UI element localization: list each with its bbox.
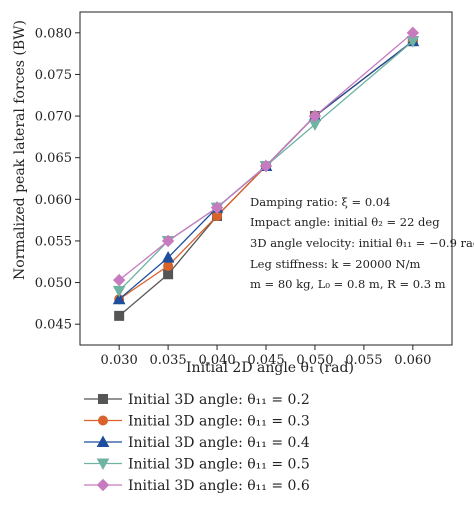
- legend-item: Initial 3D angle: θ₁₁ = 0.3: [84, 414, 310, 430]
- annotation-leg-stiffness: Leg stiffness: k = 20000 N/m: [250, 257, 420, 271]
- x-tick-label: 0.045: [247, 353, 284, 368]
- legend-item: Initial 3D angle: θ₁₁ = 0.2: [84, 392, 310, 408]
- legend-marker: [96, 435, 110, 447]
- y-axis: 0.045 0.050 0.055 0.060 0.065 0.070 0.075 0.080: [35, 26, 80, 333]
- plot-frame: [79, 11, 453, 346]
- x-tick-label: 0.060: [394, 353, 431, 368]
- x-axis-title: Initial 2D angle θ₁ (rad): [186, 360, 354, 376]
- data-point: [161, 234, 175, 248]
- y-tick-label: 0.070: [35, 110, 72, 125]
- legend: Initial 3D angle: θ₁₁ = 0.2 Initial 3D an…: [84, 392, 310, 494]
- legend-item: Initial 3D angle: θ₁₁ = 0.5: [84, 457, 310, 473]
- data-point: [308, 109, 322, 123]
- y-tick-label: 0.065: [35, 151, 72, 166]
- series-group: [112, 26, 420, 321]
- y-tick-label: 0.050: [35, 276, 72, 291]
- legend-label: Initial 3D angle: θ₁₁ = 0.6: [128, 478, 310, 494]
- legend-label: Initial 3D angle: θ₁₁ = 0.2: [128, 392, 310, 408]
- y-tick-label: 0.080: [35, 26, 72, 41]
- data-point: [114, 310, 125, 321]
- legend-label: Initial 3D angle: θ₁₁ = 0.4: [128, 435, 310, 451]
- data-point: [163, 260, 174, 271]
- legend-marker: [96, 478, 110, 492]
- data-point: [259, 159, 273, 173]
- data-point: [161, 251, 175, 263]
- y-tick-label: 0.055: [35, 234, 72, 249]
- x-tick-label: 0.040: [198, 353, 235, 368]
- x-tick-label: 0.030: [101, 353, 138, 368]
- annotation-mass-length: m = 80 kg, L₀ = 0.8 m, R = 0.3 m: [250, 277, 446, 291]
- legend-marker: [98, 394, 108, 404]
- data-point: [112, 285, 126, 298]
- legend-label: Initial 3D angle: θ₁₁ = 0.3: [128, 414, 310, 430]
- data-point: [163, 269, 174, 280]
- y-tick-label: 0.075: [35, 68, 72, 83]
- x-tick-label: 0.035: [149, 353, 186, 368]
- annotation-block: Damping ratio: ξ = 0.04 Impact angle: in…: [250, 195, 474, 291]
- annotation-impact-angle: Impact angle: initial θ₂ = 22 deg: [250, 215, 440, 229]
- legend-item: Initial 3D angle: θ₁₁ = 0.6: [84, 478, 310, 494]
- y-tick-label: 0.060: [35, 193, 72, 208]
- legend-marker: [98, 415, 108, 426]
- series-5: [112, 26, 420, 287]
- data-point: [112, 273, 126, 287]
- x-tick-label: 0.050: [296, 353, 333, 368]
- legend-label: Initial 3D angle: θ₁₁ = 0.5: [128, 457, 310, 473]
- annotation-angle-velocity: 3D angle velocity: initial θ̇₁₁ = −0.9 r…: [250, 236, 474, 250]
- y-tick-label: 0.045: [35, 318, 72, 333]
- data-point: [406, 26, 420, 40]
- plot-border: [79, 11, 453, 346]
- legend-item: Initial 3D angle: θ₁₁ = 0.4: [84, 435, 310, 451]
- x-axis: 0.030 0.035 0.040 0.045 0.050 0.055 0.060: [101, 345, 431, 368]
- series-line: [118, 32, 414, 281]
- x-tick-label: 0.055: [345, 353, 382, 368]
- annotation-damping: Damping ratio: ξ = 0.04: [250, 195, 390, 209]
- legend-marker: [96, 458, 110, 471]
- data-point: [112, 292, 126, 305]
- y-axis-title: Normalized peak lateral forces (BW): [12, 20, 28, 280]
- data-point: [210, 201, 224, 214]
